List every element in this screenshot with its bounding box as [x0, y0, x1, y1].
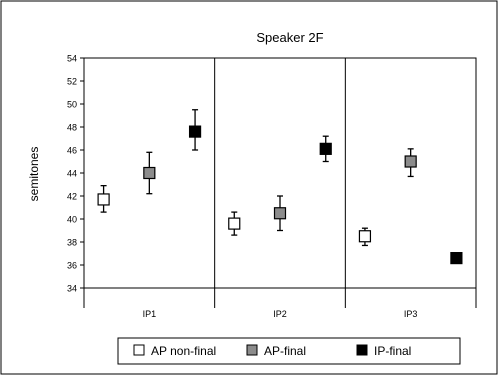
data-point-marker	[319, 142, 332, 155]
legend-swatch	[356, 344, 368, 356]
legend-label: IP-final	[374, 344, 411, 358]
y-tick-label: 36	[67, 261, 77, 271]
data-point-marker	[404, 155, 417, 168]
y-tick-label: 40	[67, 215, 77, 225]
data-point-marker	[228, 217, 241, 230]
data-point-marker	[188, 125, 202, 138]
legend-label: AP non-final	[151, 344, 216, 358]
x-category-label: IP2	[273, 309, 287, 319]
y-tick-label: 44	[67, 169, 77, 179]
legend	[117, 337, 461, 365]
legend-swatch	[133, 344, 145, 356]
series-layer	[97, 109, 463, 265]
y-tick-label: 50	[67, 100, 77, 110]
y-tick-label: 52	[67, 77, 77, 87]
y-tick-label: 38	[67, 238, 77, 248]
series-ip-final	[188, 109, 463, 265]
data-point-marker	[450, 252, 463, 265]
legend-swatch	[246, 344, 258, 356]
y-tick-label: 54	[67, 54, 77, 64]
legend-label: AP-final	[264, 344, 306, 358]
x-category-label: IP3	[404, 309, 418, 319]
data-point-marker	[143, 166, 156, 180]
y-tick-label: 42	[67, 192, 77, 202]
legend-items: AP non-final AP-final IP-final	[133, 344, 411, 358]
data-point-marker	[97, 193, 110, 206]
x-axis: IP1 IP2 IP3	[83, 58, 477, 319]
data-point-marker	[273, 207, 287, 220]
y-axis: 34 36 38 40 42 44 46 48 50 52 54	[67, 54, 84, 294]
chart-title: Speaker 2F	[256, 30, 323, 45]
series-ap-non-final	[97, 184, 372, 247]
series-ap-final	[143, 148, 417, 232]
x-category-label: IP1	[143, 309, 157, 319]
y-tick-label: 46	[67, 146, 77, 156]
y-tick-label: 48	[67, 123, 77, 133]
y-axis-label: semitones	[27, 147, 41, 202]
data-point-marker	[358, 230, 372, 243]
y-tick-label: 34	[67, 284, 77, 294]
